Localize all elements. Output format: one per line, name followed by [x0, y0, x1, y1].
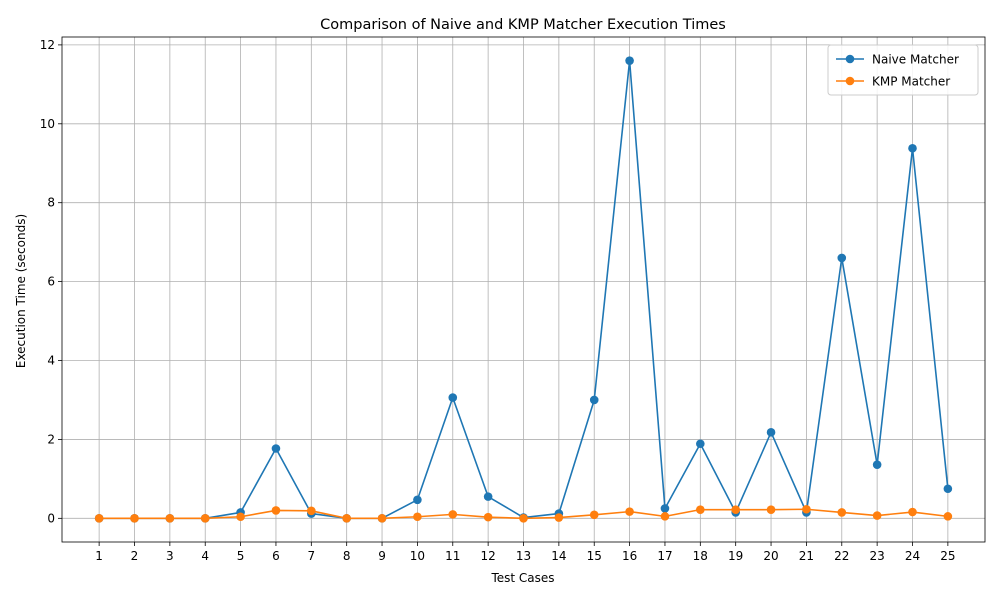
data-point — [766, 428, 776, 437]
data-point — [307, 506, 316, 516]
x-tick-label: 19 — [728, 549, 743, 563]
data-point — [837, 508, 847, 517]
data-point — [377, 514, 387, 523]
x-tick-label: 6 — [272, 549, 280, 563]
data-point — [908, 143, 917, 153]
data-point — [589, 395, 599, 405]
data-point — [413, 512, 422, 522]
data-point — [130, 514, 139, 523]
data-point — [165, 514, 175, 523]
x-tick-label: 5 — [237, 549, 245, 563]
legend-item: Naive Matcher — [836, 53, 959, 67]
data-point — [802, 504, 811, 514]
legend-marker — [845, 76, 855, 86]
data-point — [519, 514, 528, 523]
series-layer — [94, 56, 953, 523]
data-point — [483, 512, 493, 522]
x-tick-label: 12 — [480, 549, 495, 563]
data-point — [660, 512, 670, 521]
data-point — [943, 512, 953, 521]
data-point — [448, 393, 458, 402]
data-point — [271, 506, 281, 515]
data-point — [943, 484, 953, 494]
x-tick-label: 24 — [905, 549, 920, 563]
x-tick-label: 14 — [551, 549, 566, 563]
data-point — [766, 505, 776, 514]
series-kmp-matcher — [94, 504, 953, 523]
y-axis-ticks: 0 2 4 6 8 10 12 — [40, 38, 62, 525]
data-point — [625, 56, 634, 65]
chart-title: Comparison of Naive and KMP Matcher Exec… — [320, 17, 726, 33]
x-tick-label: 15 — [587, 549, 602, 563]
x-tick-label: 4 — [201, 549, 209, 563]
legend-box — [827, 44, 979, 96]
legend-label: KMP Matcher — [872, 75, 950, 89]
x-tick-label: 9 — [378, 549, 386, 563]
x-tick-label: 2 — [131, 549, 139, 563]
x-tick-label: 18 — [693, 549, 708, 563]
data-point — [872, 460, 882, 469]
data-point — [271, 444, 281, 453]
y-tick-label: 4 — [47, 354, 55, 368]
x-tick-label: 8 — [343, 549, 351, 563]
x-axis-label: Test Cases — [490, 571, 554, 585]
legend-label: Naive Matcher — [872, 53, 959, 67]
x-axis-ticks: 1 2 3 4 5 6 7 8 9 10 11 12 13 14 15 16 17 18 19 20 21 22 23 24 2… — [95, 542, 956, 563]
y-tick-label: 6 — [47, 275, 55, 289]
data-point — [908, 507, 917, 517]
data-point — [696, 505, 705, 514]
x-tick-label: 17 — [657, 549, 672, 563]
data-point — [625, 507, 634, 516]
data-point — [236, 512, 245, 522]
x-tick-label: 11 — [445, 549, 460, 563]
data-point — [342, 514, 351, 523]
legend: Naive Matcher KMP Matcher — [827, 44, 979, 96]
data-point — [200, 514, 210, 523]
data-point — [731, 505, 740, 514]
x-tick-label: 21 — [799, 549, 814, 563]
data-point — [554, 513, 564, 522]
data-point — [483, 492, 493, 501]
x-tick-label: 25 — [940, 549, 955, 563]
y-tick-label: 12 — [40, 38, 55, 52]
y-tick-label: 2 — [47, 432, 55, 446]
legend-marker — [845, 54, 855, 64]
y-axis-label: Execution Time (seconds) — [14, 214, 28, 368]
x-tick-label: 20 — [763, 549, 778, 563]
data-point — [94, 514, 104, 523]
x-tick-label: 13 — [516, 549, 531, 563]
x-tick-label: 10 — [410, 549, 425, 563]
legend-item: KMP Matcher — [836, 75, 950, 89]
y-tick-label: 0 — [47, 511, 55, 525]
data-point — [837, 253, 847, 263]
y-tick-label: 10 — [40, 117, 55, 131]
data-point — [696, 439, 705, 449]
data-point — [413, 495, 422, 505]
x-tick-label: 7 — [307, 549, 315, 563]
x-tick-label: 3 — [166, 549, 174, 563]
data-point — [589, 510, 599, 520]
x-tick-label: 22 — [834, 549, 849, 563]
data-point — [872, 511, 882, 520]
data-point — [448, 510, 458, 519]
x-tick-label: 16 — [622, 549, 637, 563]
x-tick-label: 23 — [869, 549, 884, 563]
grid — [62, 37, 985, 542]
y-tick-label: 8 — [47, 196, 55, 210]
data-point — [660, 504, 670, 513]
x-tick-label: 1 — [95, 549, 103, 563]
